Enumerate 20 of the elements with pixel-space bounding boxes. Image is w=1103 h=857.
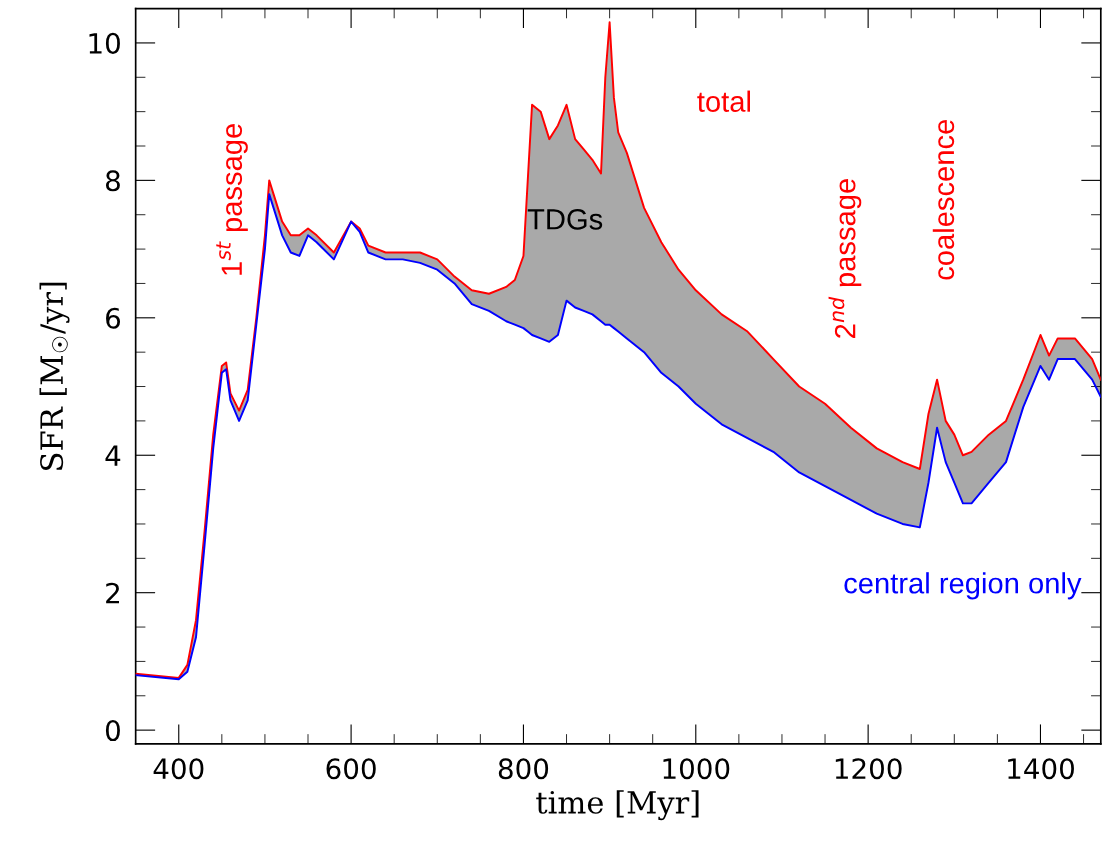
x-tick-label: 800 (498, 758, 549, 780)
annotation: coalescence (932, 119, 955, 280)
y-tick-label: 0 (105, 720, 120, 742)
x-tick-label: 1400 (1008, 758, 1074, 780)
text: central region only (844, 572, 1082, 600)
y-tick-label: 4 (105, 445, 121, 466)
y-tick-label: 6 (106, 307, 121, 329)
y-tick-label: 10 (89, 32, 120, 54)
x-tick-label: 1200 (835, 758, 902, 780)
x-tick-label: 1000 (663, 758, 730, 780)
text: total (697, 90, 751, 112)
annotation: TDGs (527, 208, 603, 230)
y-axis-title: SFR [M$_{☉}$/yr] (39, 282, 70, 470)
y-tick-label: 8 (105, 170, 120, 192)
x-tick-label: 600 (326, 758, 376, 780)
x-axis-title: time [Myr] (536, 790, 699, 821)
annotation: 1$^{st}$ passage (216, 124, 248, 275)
x-tick-label: 400 (153, 758, 204, 780)
y-tick-label: 2 (106, 582, 119, 604)
annotation: 2$^{nd}$ passage (828, 179, 862, 338)
